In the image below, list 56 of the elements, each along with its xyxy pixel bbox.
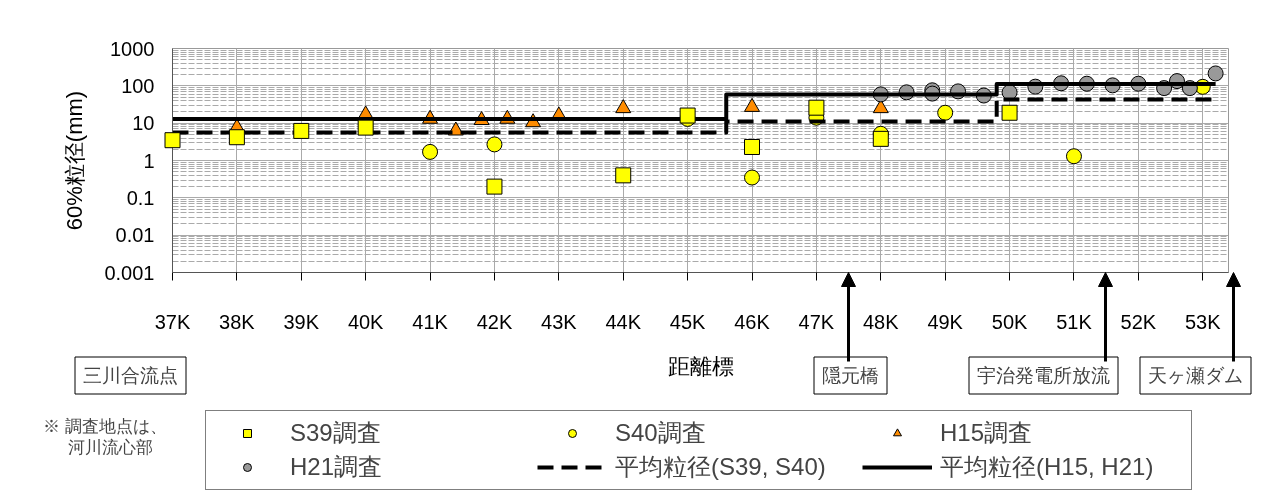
x-tick-label: 48K (863, 310, 900, 333)
text: 河川流心部 (68, 438, 153, 457)
x-tick-label: 37K (154, 310, 191, 333)
point (293, 122, 310, 139)
point (872, 99, 889, 114)
text: 天ヶ瀬ダム (1148, 365, 1243, 386)
legend-label: 平均粒径(S39, S40) (615, 452, 827, 482)
point (615, 99, 632, 114)
x-tick-label: 43K (541, 310, 578, 333)
point (228, 129, 245, 146)
x-tick-label: 51K (1056, 310, 1093, 333)
legend-label: 平均粒径(H15, H21) (940, 452, 1155, 482)
x-axis-title: 距離標 (667, 353, 734, 379)
x-tick-label: 46K (734, 310, 771, 333)
text: 隠元橋 (822, 365, 879, 386)
x-tick-label: 41K (412, 310, 449, 333)
point (808, 99, 825, 116)
point (1065, 148, 1082, 165)
point (744, 169, 761, 186)
point (872, 130, 889, 147)
y-tick-label: 100 (121, 74, 155, 97)
legend-label: H15調査 (940, 418, 1034, 448)
point (422, 143, 439, 160)
y-tick-label: 10 (132, 112, 155, 135)
x-tick-label: 39K (283, 310, 320, 333)
legend-label: H21調査 (290, 452, 384, 482)
legend-label: S40調査 (615, 418, 707, 448)
point (1207, 65, 1224, 82)
y-axis-title: 60%粒径(mm) (62, 90, 88, 231)
x-tick-label: 45K (669, 310, 707, 333)
text: ※ 調査地点は、 (43, 417, 167, 436)
y-tick-label: 0.01 (115, 224, 155, 247)
y-tick-label: 0.1 (126, 186, 155, 209)
point (615, 167, 632, 184)
point (1001, 104, 1018, 121)
point (744, 139, 761, 155)
x-tick-label: 47K (798, 310, 835, 333)
point (486, 178, 503, 195)
legend-label: S39調査 (290, 418, 382, 448)
x-tick-label: 50K (991, 310, 1029, 333)
y-tick-label: 1000 (110, 37, 155, 60)
x-tick-label: 38K (219, 310, 256, 333)
text: 三川合流点 (83, 365, 178, 386)
point (486, 136, 503, 153)
x-tick-label: 49K (927, 310, 964, 333)
y-tick-label: 0.001 (104, 261, 155, 284)
point (164, 132, 181, 149)
point (937, 104, 954, 121)
text: 宇治発電所放流 (977, 365, 1110, 386)
x-tick-label: 42K (476, 310, 513, 333)
x-tick-label: 44K (605, 310, 642, 333)
y-tick-label: 1 (143, 149, 155, 172)
point (357, 119, 374, 136)
x-tick-label: 52K (1120, 310, 1157, 333)
x-tick-label: 40K (347, 310, 385, 333)
x-tick-label: 53K (1184, 310, 1222, 333)
